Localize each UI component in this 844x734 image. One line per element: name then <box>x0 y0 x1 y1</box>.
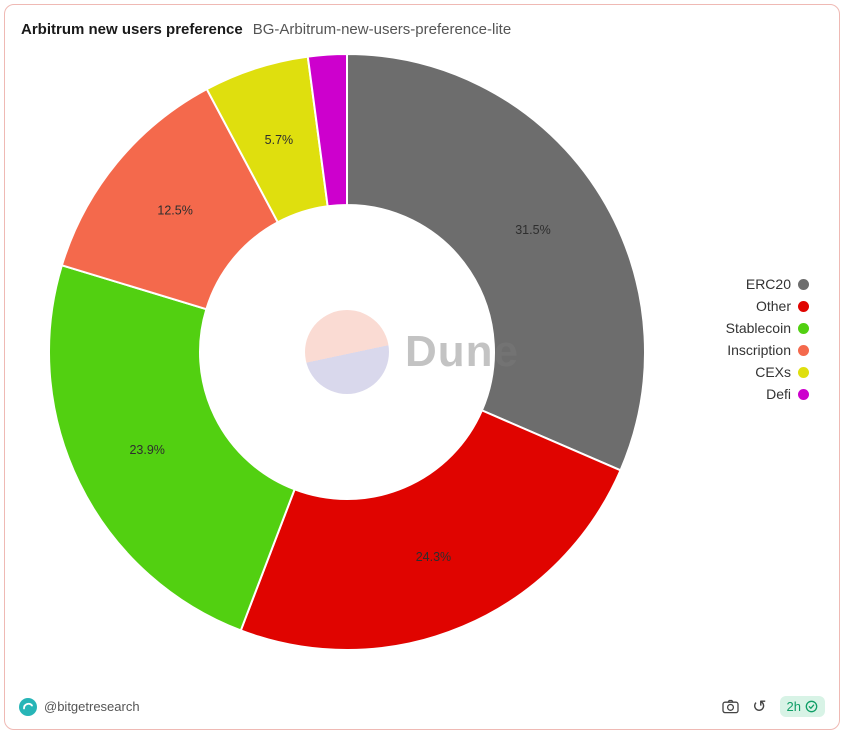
pie-slice-defi[interactable] <box>306 53 348 208</box>
refresh-button[interactable]: ↺ <box>752 698 766 715</box>
slice-data-label: 12.5% <box>157 204 192 218</box>
pie-slice-erc20[interactable] <box>346 53 646 472</box>
legend-label: Inscription <box>727 342 791 358</box>
legend-label: CEXs <box>755 364 791 380</box>
legend-dot <box>798 366 809 378</box>
data-freshness-badge[interactable]: 2h <box>779 696 825 717</box>
legend-item-defi[interactable]: Defi <box>726 386 809 402</box>
legend-item-erc20[interactable]: ERC20 <box>726 276 809 292</box>
legend-dot <box>798 388 809 400</box>
legend-item-stablecoin[interactable]: Stablecoin <box>726 320 809 336</box>
legend-item-cexs[interactable]: CEXs <box>726 364 809 380</box>
author-handle: @bitgetresearch <box>44 699 140 714</box>
chart-title: Arbitrum new users preference <box>21 21 243 38</box>
legend-label: Defi <box>766 386 791 402</box>
legend-dot <box>798 322 809 334</box>
legend-label: Other <box>755 298 791 314</box>
chart-subtitle: BG-Arbitrum-new-users-preference-lite <box>252 21 512 38</box>
footer-author: @bitgetresearch <box>19 697 140 716</box>
legend-item-other[interactable]: Other <box>726 298 809 314</box>
slice-data-label: 31.5% <box>515 223 550 237</box>
chart-footer: @bitgetresearch ↺ 2h <box>5 696 839 729</box>
chart-header: Arbitrum new users preference BG-Arbitru… <box>5 5 839 38</box>
screenshot-button[interactable] <box>722 699 739 714</box>
pie-slice-stablecoin[interactable] <box>48 264 296 632</box>
legend-dot <box>798 300 809 312</box>
donut-chart: 31.5% 24.3% 23.9% 12.5% 5.7% <box>48 53 646 651</box>
footer-actions: ↺ 2h <box>722 696 825 717</box>
legend-label: Stablecoin <box>725 320 791 336</box>
refresh-icon: ↺ <box>752 697 767 716</box>
chart-area: 31.5% 24.3% 23.9% 12.5% 5.7% Dune ERC20 Other… <box>5 38 839 696</box>
chart-card: Arbitrum new users preference BG-Arbitru… <box>4 4 840 730</box>
legend-dot <box>798 344 809 356</box>
chart-legend: ERC20 Other Stablecoin Inscription CEXs Defi <box>726 276 809 402</box>
slice-data-label: 5.7% <box>265 133 294 147</box>
pie-slice-other[interactable] <box>239 409 622 651</box>
age-badge-label: 2h <box>786 699 801 714</box>
slice-data-label: 24.3% <box>416 550 451 564</box>
check-circle-icon <box>805 700 818 713</box>
camera-icon <box>722 699 739 714</box>
dune-watermark-text: Dune <box>405 327 519 376</box>
slice-data-label: 23.9% <box>129 443 164 457</box>
pie-slice-inscription[interactable] <box>60 88 279 311</box>
legend-item-inscription[interactable]: Inscription <box>726 342 809 358</box>
dune-logo-watermark-icon <box>305 310 389 394</box>
legend-label: ERC20 <box>745 276 791 292</box>
legend-dot <box>798 278 809 290</box>
bitgetresearch-avatar-icon <box>19 697 37 716</box>
